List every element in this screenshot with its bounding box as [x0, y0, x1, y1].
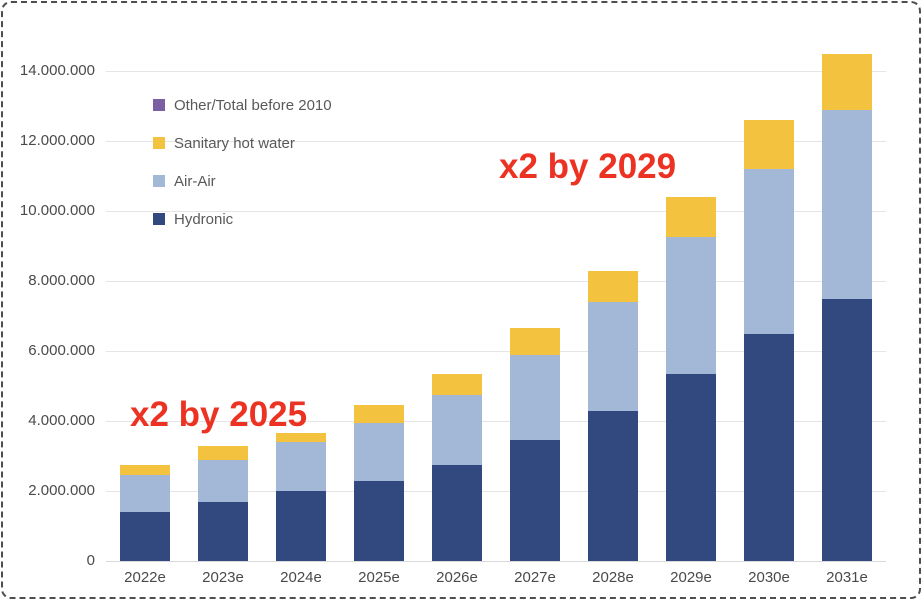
legend-swatch-air-air-icon [153, 175, 165, 187]
bar-segment-sanitary-hot-water-2024e [276, 433, 326, 442]
x-tick-label: 2022e [124, 569, 166, 586]
annotation-x2-by-2029: x2 by 2029 [499, 147, 677, 186]
x-tick-label: 2029e [670, 569, 712, 586]
bar-segment-sanitary-hot-water-2025e [354, 405, 404, 423]
bar-segment-hydronic-2027e [510, 440, 560, 561]
x-axis-line [106, 561, 886, 562]
annotation-x2-by-2025: x2 by 2025 [130, 395, 308, 434]
y-tick-label: 12.000.000 [19, 132, 95, 149]
bar-segment-sanitary-hot-water-2023e [198, 445, 248, 460]
bar-segment-sanitary-hot-water-2029e [666, 197, 716, 238]
bar-segment-air-air-2028e [588, 302, 638, 411]
x-tick-label: 2026e [436, 569, 478, 586]
gridline [106, 141, 886, 142]
bar-segment-sanitary-hot-water-2028e [588, 270, 638, 302]
bar-segment-air-air-2025e [354, 422, 404, 481]
legend-item-sanitary-hot-water: Sanitary hot water [153, 134, 295, 152]
bar-segment-sanitary-hot-water-2027e [510, 328, 560, 355]
bar-segment-hydronic-2024e [276, 491, 326, 561]
bar-segment-air-air-2024e [276, 442, 326, 491]
x-tick-label: 2028e [592, 569, 634, 586]
legend-item-hydronic: Hydronic [153, 210, 233, 228]
legend-swatch-sanitary-icon [153, 137, 165, 149]
bar-segment-sanitary-hot-water-2026e [432, 373, 482, 395]
x-tick-label: 2030e [748, 569, 790, 586]
bar-segment-air-air-2030e [744, 169, 794, 334]
gridline [106, 491, 886, 492]
legend-item-other-total-before-2010: Other/Total before 2010 [153, 96, 332, 114]
x-tick-label: 2024e [280, 569, 322, 586]
bar-segment-hydronic-2029e [666, 373, 716, 561]
legend-swatch-other-icon [153, 99, 165, 111]
bar-segment-air-air-2029e [666, 237, 716, 374]
y-tick-label: 8.000.000 [28, 272, 95, 289]
bar-segment-hydronic-2023e [198, 501, 248, 561]
x-tick-label: 2031e [826, 569, 868, 586]
legend-label-sanitary: Sanitary hot water [174, 134, 295, 152]
x-tick-label: 2027e [514, 569, 556, 586]
y-tick-label: 6.000.000 [28, 342, 95, 359]
y-tick-label: 10.000.000 [19, 202, 95, 219]
gridline [106, 71, 886, 72]
bar-segment-hydronic-2031e [822, 298, 872, 561]
x-tick-label: 2023e [202, 569, 244, 586]
bar-segment-hydronic-2022e [120, 512, 170, 561]
plot-canvas: 0 2.000.000 4.000.000 6.000.000 8.000.000 10.… [3, 3, 919, 597]
bar-segment-hydronic-2025e [354, 480, 404, 561]
bar-segment-hydronic-2030e [744, 333, 794, 561]
bar-segment-sanitary-hot-water-2031e [822, 53, 872, 110]
bar-segment-air-air-2031e [822, 109, 872, 299]
legend-label-other: Other/Total before 2010 [174, 96, 332, 114]
y-tick-label: 4.000.000 [28, 412, 95, 429]
gridline [106, 351, 886, 352]
x-tick-label: 2025e [358, 569, 400, 586]
bar-segment-sanitary-hot-water-2022e [120, 464, 170, 476]
gridline [106, 211, 886, 212]
bar-segment-air-air-2023e [198, 459, 248, 502]
bar-segment-air-air-2027e [510, 354, 560, 441]
y-tick-label: 0 [86, 552, 95, 569]
bar-segment-hydronic-2028e [588, 410, 638, 561]
legend-item-air-air: Air-Air [153, 172, 216, 190]
gridline [106, 421, 886, 422]
legend-label-air-air: Air-Air [174, 172, 216, 190]
bar-segment-sanitary-hot-water-2030e [744, 120, 794, 169]
bar-segment-hydronic-2026e [432, 464, 482, 561]
legend-label-hydronic: Hydronic [174, 210, 234, 228]
gridline [106, 281, 886, 282]
bar-segment-air-air-2026e [432, 394, 482, 465]
y-tick-label: 14.000.000 [19, 62, 95, 79]
bar-segment-air-air-2022e [120, 475, 170, 512]
y-tick-label: 2.000.000 [28, 482, 95, 499]
legend-swatch-hydronic-icon [153, 213, 165, 225]
